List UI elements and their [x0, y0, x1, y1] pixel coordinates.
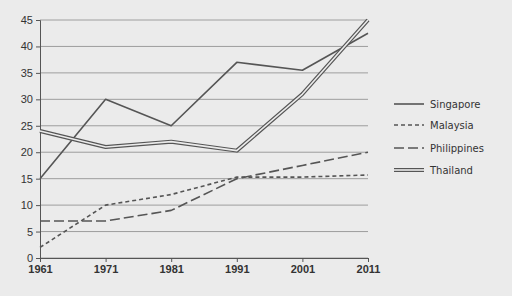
legend-item: Thailand — [394, 165, 473, 176]
tick: 25 — [21, 120, 40, 132]
tick-mark — [302, 258, 303, 262]
series-line-inner — [40, 20, 368, 151]
legend-swatch-inner — [394, 169, 424, 171]
chart: 0510152025303540451961197119811991200120… — [0, 0, 512, 296]
tick-mark — [40, 258, 41, 262]
grid-line — [40, 152, 368, 153]
tick: 1961 — [28, 258, 52, 275]
legend-label: Malaysia — [430, 120, 474, 131]
tick-mark — [36, 232, 40, 233]
series-line — [40, 175, 368, 247]
legend-item: Malaysia — [394, 120, 474, 131]
tick-label: 2001 — [291, 263, 315, 275]
tick-mark — [36, 73, 40, 74]
tick: 1991 — [225, 258, 249, 275]
grid — [40, 20, 368, 258]
tick-label: 1981 — [159, 263, 183, 275]
x-axis: 1961 1971 1981 1991 2001 2011 — [28, 258, 380, 275]
legend-label: Thailand — [429, 165, 473, 176]
tick: 2001 — [291, 258, 315, 275]
tick: 45 — [21, 14, 40, 26]
series-line — [40, 20, 368, 151]
legend: Singapore Malaysia Philippines Thailand — [394, 99, 484, 176]
tick-label: 1991 — [225, 263, 249, 275]
tick-mark — [36, 179, 40, 180]
tick-mark — [36, 99, 40, 100]
legend-item: Singapore — [394, 99, 480, 110]
tick: 5 — [27, 226, 40, 238]
tick-mark — [36, 152, 40, 153]
legend-label: Philippines — [430, 143, 484, 154]
tick: 30 — [21, 93, 40, 105]
tick-label: 45 — [21, 14, 33, 26]
tick-label: 10 — [21, 199, 33, 211]
tick-mark — [36, 126, 40, 127]
grid-line — [40, 178, 368, 179]
legend-swatch — [394, 147, 424, 149]
tick: 35 — [21, 67, 40, 79]
grid-line — [40, 231, 368, 232]
tick-mark — [36, 46, 40, 47]
tick-mark — [106, 258, 107, 262]
tick-mark — [237, 258, 238, 262]
tick-label: 35 — [21, 67, 33, 79]
tick-label: 20 — [21, 146, 33, 158]
plot: 0510152025303540451961197119811991200120… — [21, 14, 381, 275]
tick-label: 1971 — [94, 263, 118, 275]
tick-label: 15 — [21, 173, 33, 185]
tick-mark — [368, 258, 369, 262]
legend-swatch — [394, 124, 424, 126]
tick-mark — [171, 258, 172, 262]
tick: 20 — [21, 146, 40, 158]
tick: 2011 — [357, 258, 381, 275]
tick-label: 30 — [21, 93, 33, 105]
tick-mark — [36, 205, 40, 206]
grid-line — [40, 46, 368, 47]
tick: 15 — [21, 173, 40, 185]
tick-label: 25 — [21, 120, 33, 132]
grid-line — [40, 99, 368, 100]
tick-mark — [36, 258, 40, 259]
tick: 1971 — [94, 258, 118, 275]
legend-label: Singapore — [430, 99, 480, 110]
series-line — [40, 152, 368, 221]
tick-label: 1961 — [28, 263, 52, 275]
grid-line — [40, 205, 368, 206]
tick: 40 — [21, 40, 40, 52]
grid-line — [40, 125, 368, 126]
tick-label: 5 — [27, 226, 33, 238]
tick: 1981 — [159, 258, 183, 275]
legend-swatch — [394, 103, 424, 105]
axis-line — [36, 21, 41, 259]
tick-label: 40 — [21, 40, 33, 52]
tick: 10 — [21, 199, 40, 211]
legend-item: Philippines — [394, 143, 484, 154]
lines — [40, 20, 368, 247]
y-axis: 051015202530354045 — [21, 14, 41, 264]
tick-mark — [36, 20, 40, 21]
series-line — [40, 33, 368, 178]
legend-swatch — [394, 168, 424, 172]
tick-label: 2011 — [357, 263, 381, 275]
grid-line — [40, 20, 368, 21]
axis-line — [41, 259, 369, 263]
